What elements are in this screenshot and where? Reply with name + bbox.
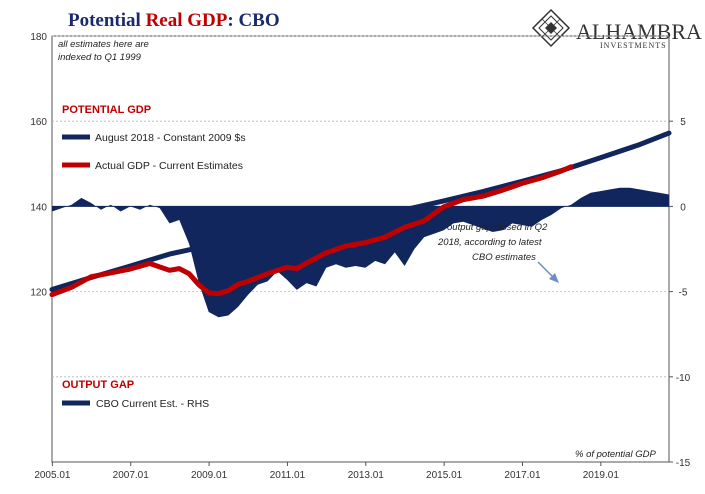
legend-gap-heading: OUTPUT GAP (62, 379, 134, 391)
logo-name: ALHAMBRA (576, 19, 702, 44)
title-part-real-gdp: Real GDP (146, 10, 228, 31)
x-tick-label: 2005.01 (34, 470, 71, 481)
x-tick-label: 2011.01 (270, 470, 306, 481)
legend-gap-label: CBO Current Est. - RHS (96, 398, 209, 410)
x-tick-label: 2013.01 (348, 470, 385, 481)
right-tick-label: 5 (680, 117, 686, 128)
right-tick-label: -15 (676, 458, 691, 469)
alhambra-logo: ALHAMBRA INVESTMENTS (531, 8, 702, 50)
rhs-unit-note: % of potential GDP (575, 449, 656, 460)
legend-actual-label: Actual GDP - Current Estimates (95, 160, 243, 172)
left-axis-ticks: 120 140 160 180 (30, 32, 47, 299)
chart-title: Potential Real GDP: CBO (68, 10, 280, 31)
diamond-lattice-icon (531, 8, 571, 48)
gap-note-line3: CBO estimates (472, 252, 536, 263)
x-tick-label: 2007.01 (113, 470, 150, 481)
output-gap-area (52, 187, 669, 318)
right-tick-label: 0 (680, 202, 686, 213)
x-axis-ticks: 2005.01 2007.01 2009.01 2011.01 2013.01 2015.… (34, 462, 619, 481)
right-axis-ticks: 5 0 -5 -10 -15 (669, 117, 691, 469)
legend-potential-label: August 2018 - Constant 2009 $s (95, 132, 246, 144)
index-note-line1: all estimates here are (58, 39, 149, 50)
x-tick-label: 2015.01 (426, 470, 463, 481)
title-part-cbo: : CBO (227, 10, 279, 31)
legend-potential-heading: POTENTIAL GDP (62, 104, 151, 116)
left-tick-label: 180 (30, 32, 47, 43)
right-tick-label: -10 (676, 373, 691, 384)
x-tick-label: 2019.01 (583, 470, 620, 481)
right-tick-label: -5 (679, 288, 688, 299)
index-note-line2: indexed to Q1 1999 (58, 52, 142, 63)
actual-gdp-line (49, 164, 574, 298)
logo-subtitle: INVESTMENTS (600, 41, 667, 50)
gap-note-line2: 2018, according to latest (437, 237, 542, 248)
left-tick-label: 160 (30, 117, 47, 128)
left-tick-label: 120 (30, 288, 47, 299)
gap-note-line1: output gap closed in Q2 (447, 222, 548, 233)
output-gap-area-layer (52, 187, 669, 318)
gdp-lines-layer (49, 130, 672, 298)
title-part-potential: Potential (68, 10, 146, 31)
potential-gdp-line (49, 130, 672, 292)
gap-closed-arrow (537, 261, 559, 283)
left-tick-label: 140 (30, 202, 47, 213)
x-tick-label: 2009.01 (191, 470, 228, 481)
x-tick-label: 2017.01 (504, 470, 541, 481)
